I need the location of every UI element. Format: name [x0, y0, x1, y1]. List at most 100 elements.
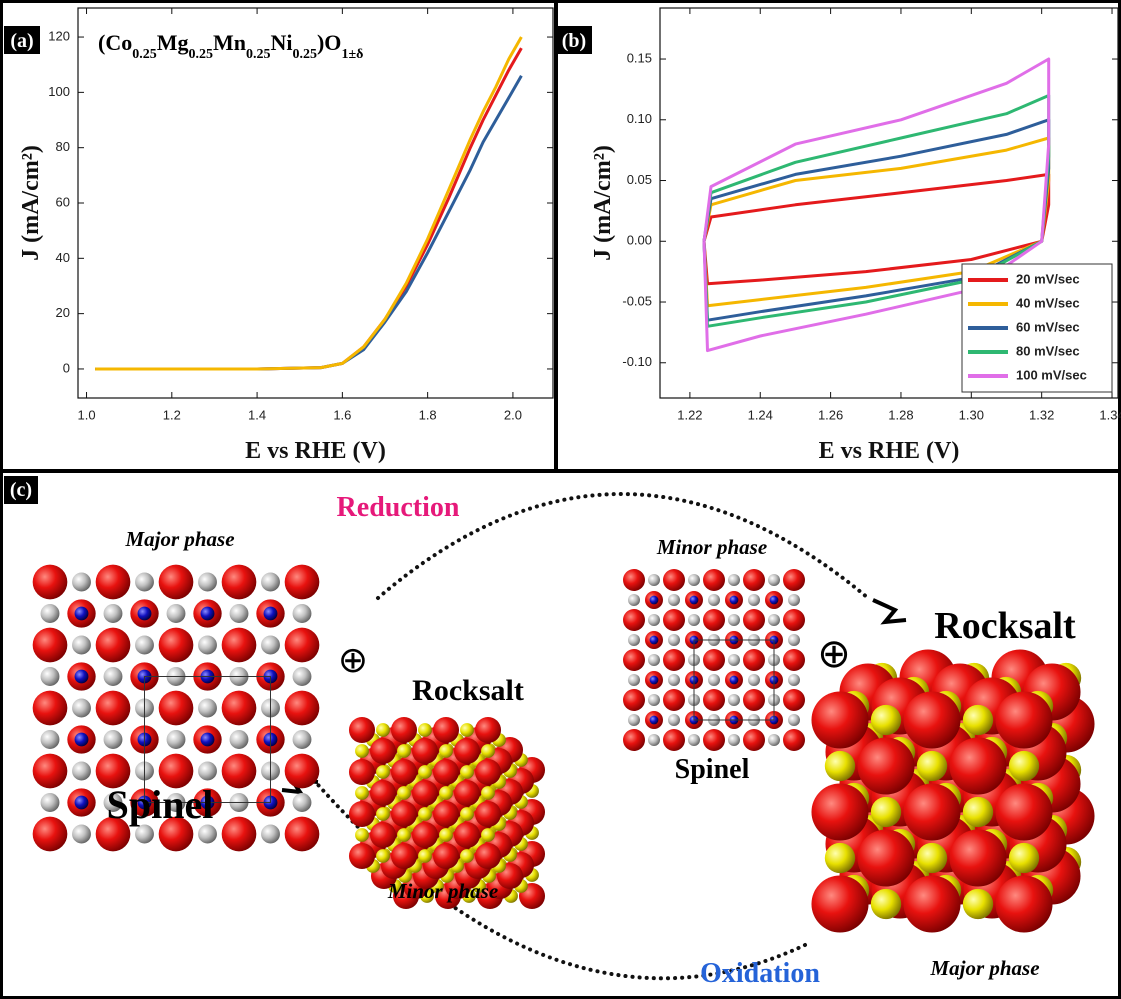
atom [730, 596, 739, 605]
atom [355, 786, 369, 800]
atom [708, 674, 720, 686]
atom [433, 759, 459, 785]
atom [768, 614, 780, 626]
atom [391, 801, 417, 827]
atom [454, 738, 480, 764]
atom [293, 730, 312, 749]
atom [663, 729, 685, 751]
oxidation-label: Oxidation [700, 958, 820, 989]
atom [72, 636, 91, 655]
atom [198, 636, 217, 655]
annotation-part: 0.25 [246, 47, 271, 62]
atom [412, 780, 438, 806]
atom [159, 628, 194, 663]
atom [628, 714, 640, 726]
reduction-label: Reduction [337, 492, 460, 523]
spinel-label: Spinel [107, 782, 214, 827]
annotation-part: 1±δ [341, 47, 363, 62]
atom [96, 691, 131, 726]
x-tick-label: 1.26 [818, 407, 843, 422]
x-tick-label: 1.32 [1029, 407, 1054, 422]
atom [949, 737, 1006, 794]
annotation-part: 0.25 [292, 47, 317, 62]
atom [460, 765, 474, 779]
atom [72, 573, 91, 592]
atom [650, 716, 659, 725]
atom [41, 604, 60, 623]
y-tick-label: 40 [56, 250, 70, 265]
panel-label: (b) [562, 30, 586, 52]
atom [135, 573, 154, 592]
atom [285, 565, 320, 600]
atom [460, 723, 474, 737]
x-tick-label: 1.4 [248, 407, 266, 422]
atom [963, 797, 993, 827]
atom [708, 594, 720, 606]
atom [628, 674, 640, 686]
atom [349, 801, 375, 827]
atom [703, 689, 725, 711]
atom [475, 759, 501, 785]
y-axis-label: J (mA/cm²) [18, 145, 44, 261]
atom [783, 689, 805, 711]
atom [41, 793, 60, 812]
atom [135, 825, 154, 844]
x-tick-label: 1.6 [333, 407, 351, 422]
atom [222, 691, 257, 726]
atom [668, 674, 680, 686]
atom [475, 843, 501, 869]
line-series [95, 76, 521, 369]
x-tick-label: 1.0 [77, 407, 95, 422]
atom [222, 817, 257, 852]
line-series [95, 37, 521, 369]
atom [293, 667, 312, 686]
y-tick-label: 80 [56, 139, 70, 154]
atom [138, 607, 152, 621]
atom [397, 828, 411, 842]
atom [768, 734, 780, 746]
atom [768, 574, 780, 586]
atom [903, 783, 960, 840]
atom [690, 596, 699, 605]
atom [397, 744, 411, 758]
y-tick-label: -0.05 [622, 293, 652, 308]
atom [475, 801, 501, 827]
atom [743, 689, 765, 711]
atom [376, 849, 390, 863]
atom [454, 822, 480, 848]
y-tick-label: 100 [48, 84, 70, 99]
y-tick-label: -0.10 [622, 354, 652, 369]
legend-label: 60 mV/sec [1016, 319, 1080, 334]
chart: 1.221.241.261.281.301.321.34-0.10-0.050.… [556, 8, 1121, 464]
atom [349, 843, 375, 869]
atom [811, 783, 868, 840]
panel-label: (a) [10, 30, 33, 52]
x-tick-label: 1.28 [888, 407, 913, 422]
atom [688, 734, 700, 746]
atom [648, 614, 660, 626]
atom [703, 609, 725, 631]
atom [743, 609, 765, 631]
x-tick-label: 1.22 [677, 407, 702, 422]
atom [703, 649, 725, 671]
y-axis-label: J (mA/cm²) [590, 145, 616, 261]
annotation-part: 0.25 [132, 47, 157, 62]
atom [433, 717, 459, 743]
atom [201, 607, 215, 621]
atom [159, 691, 194, 726]
figure: ⊕ ⊕ (c) Reduction Oxidation Major phase … [0, 0, 1121, 999]
atom [783, 569, 805, 591]
atom [688, 574, 700, 586]
atom [104, 604, 123, 623]
x-tick-label: 1.24 [748, 407, 773, 422]
atom [788, 714, 800, 726]
atom [963, 705, 993, 735]
atom [728, 614, 740, 626]
atom [871, 797, 901, 827]
x-tick-label: 1.2 [163, 407, 181, 422]
atom [72, 825, 91, 844]
atom [628, 594, 640, 606]
atom [412, 822, 438, 848]
atom [811, 691, 868, 748]
annotation-part: Ni [270, 30, 292, 55]
